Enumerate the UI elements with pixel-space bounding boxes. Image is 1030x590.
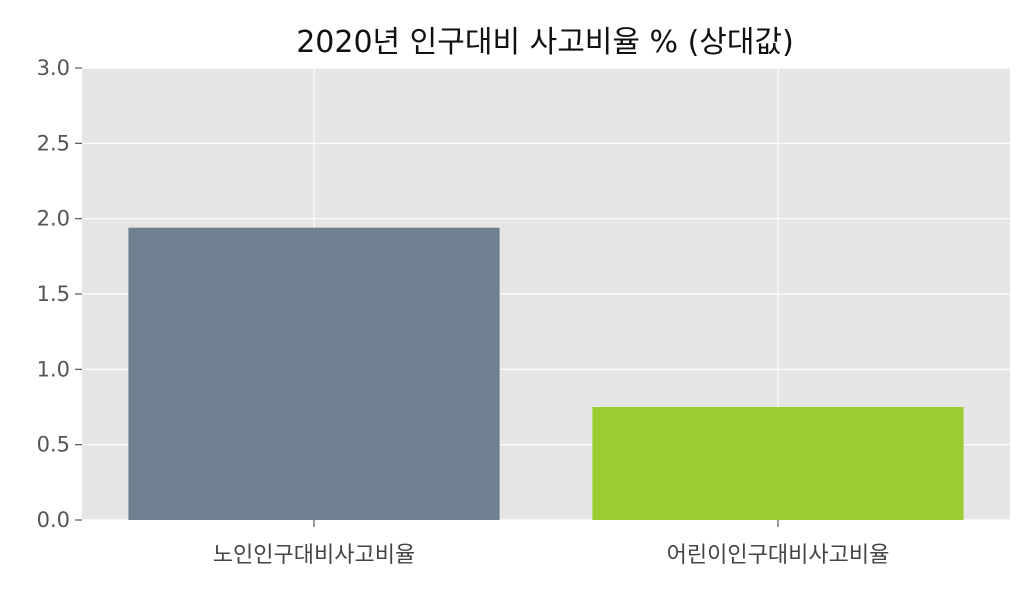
bar-1 (128, 227, 500, 520)
y-tick-label: 2.5 (37, 131, 70, 155)
x-tick-label: 어린이인구대비사고비율 (667, 543, 890, 568)
y-axis: 0.0 0.5 1.0 1.5 2.0 2.5 3.0 (37, 56, 82, 532)
y-tick-label: 1.5 (37, 282, 70, 306)
x-tick-label: 노인인구대비사고비율 (213, 543, 415, 568)
y-tick-label: 3.0 (37, 56, 70, 80)
x-axis: 노인인구대비사고비율 어린이인구대비사고비율 (213, 520, 890, 568)
y-tick-label: 0.5 (37, 433, 70, 457)
chart-title: 2020년 인구대비 사고비율 % (상대값) (296, 25, 794, 60)
y-tick-label: 0.0 (37, 508, 70, 532)
bar-2 (592, 407, 964, 520)
y-tick-label: 2.0 (37, 207, 70, 231)
bars (128, 227, 964, 520)
y-tick-label: 1.0 (37, 357, 70, 381)
